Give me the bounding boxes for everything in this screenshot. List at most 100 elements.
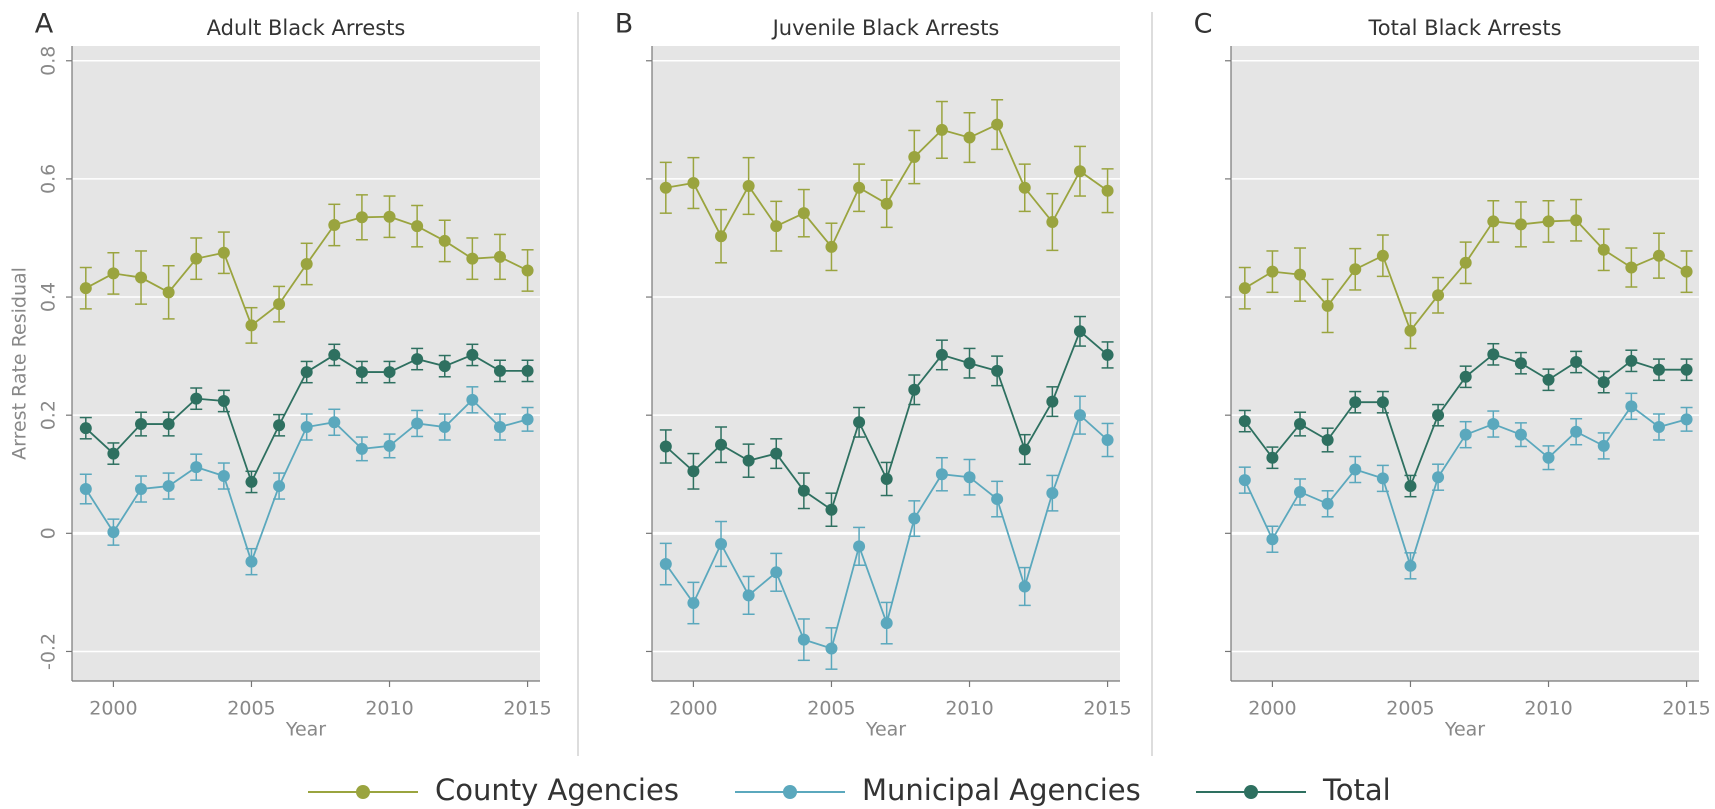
point <box>687 177 700 190</box>
y-tick-label: 0 <box>38 527 60 539</box>
point <box>1432 471 1445 484</box>
point <box>1597 439 1610 452</box>
point <box>411 220 424 233</box>
point <box>1349 396 1362 409</box>
point <box>853 416 866 429</box>
point <box>135 271 148 284</box>
point <box>1046 395 1059 408</box>
point <box>1514 428 1527 441</box>
legend-marker <box>356 785 370 799</box>
x-axis-label: Year <box>285 719 326 741</box>
point <box>1321 497 1334 510</box>
plot-background <box>1231 46 1699 681</box>
point <box>1349 463 1362 476</box>
point <box>908 151 921 164</box>
y-tick-label: 0.4 <box>38 282 60 312</box>
point <box>1073 325 1086 338</box>
point <box>521 364 534 377</box>
point <box>328 416 341 429</box>
point <box>217 246 230 259</box>
point <box>935 468 948 481</box>
point <box>79 282 92 295</box>
panel-label: A <box>35 9 54 40</box>
point <box>1073 165 1086 178</box>
point <box>1046 216 1059 229</box>
point <box>217 395 230 408</box>
point <box>1570 214 1583 227</box>
panel-title: Adult Black Arrests <box>207 16 406 40</box>
point <box>493 421 506 433</box>
x-tick-label: 2000 <box>669 698 717 720</box>
point <box>825 240 838 253</box>
point <box>162 418 175 431</box>
point <box>273 480 286 493</box>
point <box>1625 261 1638 274</box>
point <box>687 597 700 610</box>
y-tick-label: 0.2 <box>38 400 60 430</box>
point <box>908 383 921 396</box>
x-tick-label: 2015 <box>1662 698 1710 720</box>
point <box>411 353 424 366</box>
x-axis-label: Year <box>865 719 906 741</box>
plot-background <box>652 46 1120 681</box>
point <box>1514 357 1527 370</box>
point <box>1376 472 1389 485</box>
point <box>1404 324 1417 337</box>
point <box>1349 263 1362 276</box>
point <box>521 264 534 277</box>
point <box>355 211 368 224</box>
point <box>1487 418 1500 431</box>
point <box>1238 282 1251 295</box>
point <box>411 417 424 430</box>
point <box>1570 425 1583 438</box>
point <box>1321 433 1334 446</box>
point <box>466 252 479 265</box>
point <box>853 540 866 553</box>
point <box>770 447 783 460</box>
x-tick-label: 2010 <box>365 698 413 720</box>
point <box>797 207 810 220</box>
point <box>715 537 728 550</box>
point <box>1266 265 1279 278</box>
point <box>1680 363 1693 376</box>
point <box>825 642 838 655</box>
point <box>1625 400 1638 413</box>
point <box>383 366 396 379</box>
point <box>742 179 755 192</box>
point <box>438 234 451 247</box>
point <box>245 555 258 568</box>
point <box>300 421 313 433</box>
legend-marker <box>783 785 797 799</box>
x-axis-label: Year <box>1444 719 1485 741</box>
point <box>1294 268 1307 281</box>
point <box>1101 348 1114 361</box>
point <box>1459 370 1472 383</box>
point <box>1542 451 1555 464</box>
x-tick-label: 2015 <box>503 698 551 720</box>
point <box>1321 299 1334 312</box>
point <box>1542 373 1555 386</box>
x-tick-label: 2010 <box>1524 698 1572 720</box>
point <box>1376 249 1389 262</box>
point <box>1073 409 1086 422</box>
point <box>190 252 203 265</box>
x-tick-label: 2005 <box>1386 698 1434 720</box>
point <box>466 393 479 406</box>
point <box>355 442 368 455</box>
point <box>1459 428 1472 441</box>
point <box>659 558 672 571</box>
point <box>355 366 368 379</box>
point <box>79 483 92 496</box>
legend-label: Municipal Agencies <box>862 773 1141 807</box>
point <box>300 257 313 270</box>
point <box>107 526 120 539</box>
point <box>1597 376 1610 389</box>
point <box>438 421 451 433</box>
point <box>991 493 1004 506</box>
point <box>1570 356 1583 369</box>
point <box>1487 215 1500 228</box>
point <box>162 480 175 493</box>
point <box>1404 559 1417 572</box>
point <box>135 418 148 431</box>
